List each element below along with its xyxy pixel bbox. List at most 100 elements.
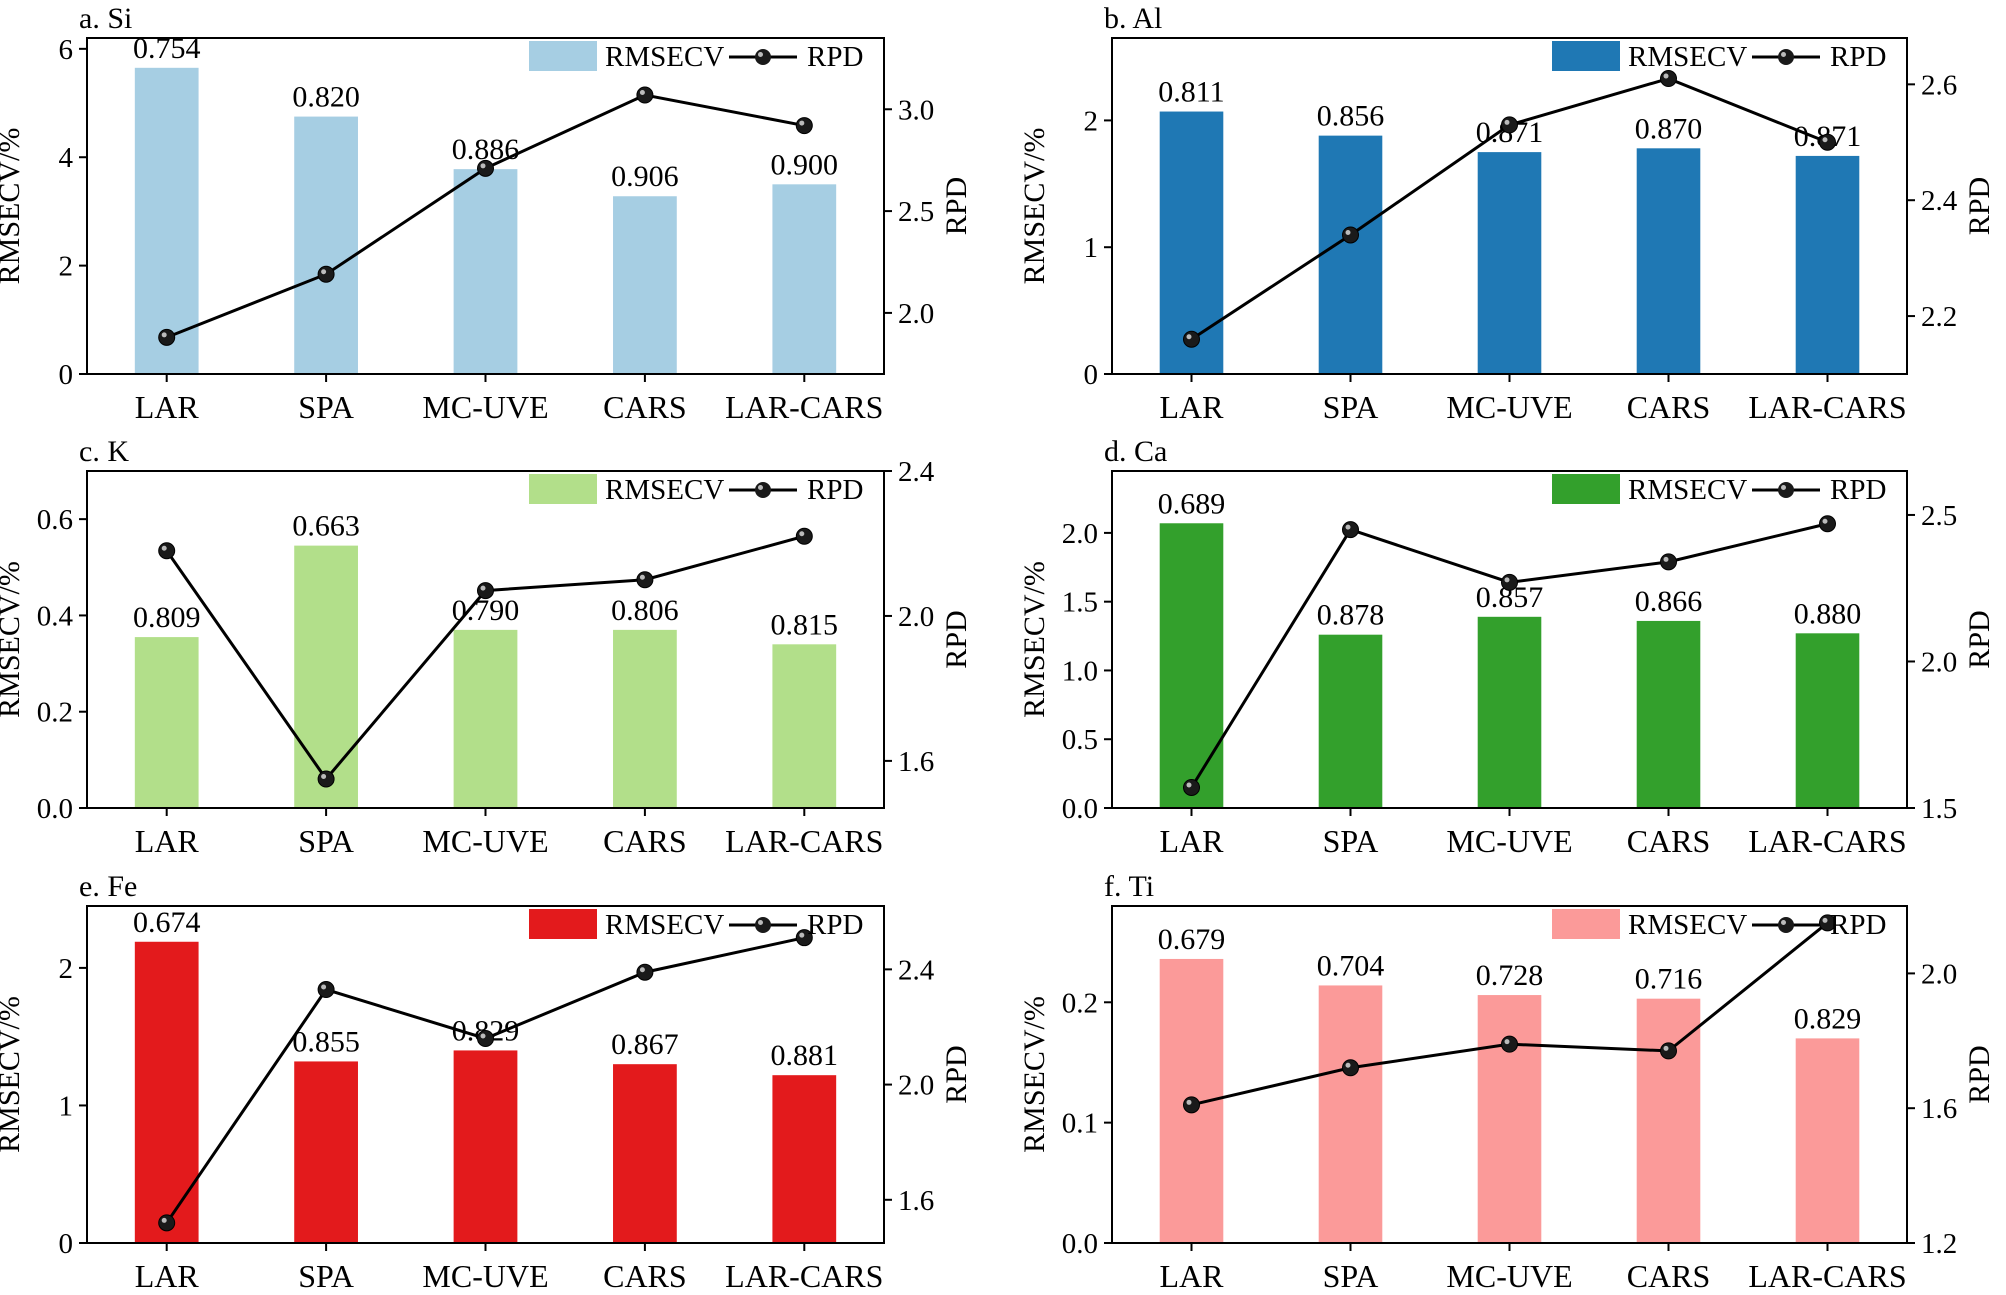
legend-rpd-label: RPD: [1830, 474, 1886, 506]
legend-bar-swatch: [1552, 909, 1620, 939]
bar-lar-cars: [772, 1075, 837, 1243]
x-tick-label: CARS: [603, 389, 687, 425]
left-axis-title: RMSECV/%: [1018, 996, 1051, 1153]
legend: RMSECV RPD: [1552, 474, 1886, 506]
rpd-point-highlight: [1186, 334, 1192, 340]
x-tick-label: SPA: [298, 389, 354, 425]
x-tick-label: MC-UVE: [1446, 1258, 1572, 1294]
legend-rmsecv-label: RMSECV: [605, 474, 724, 506]
x-tick-label: MC-UVE: [422, 389, 548, 425]
rpd-point-highlight: [480, 1033, 486, 1039]
left-tick-label: 1: [1084, 232, 1099, 264]
bar-mc-uve: [1477, 152, 1542, 374]
right-axis-title: RPD: [940, 177, 973, 235]
legend-rmsecv-label: RMSECV: [605, 909, 724, 941]
x-tick-label: CARS: [1627, 823, 1711, 859]
legend-bar-swatch: [529, 474, 597, 504]
rpd-point-highlight: [639, 90, 645, 96]
bar-lar-cars: [772, 644, 837, 808]
left-tick-label: 0.2: [37, 697, 73, 729]
bar-value-label: 0.881: [771, 1039, 839, 1072]
legend-line-marker-highlight: [1781, 485, 1786, 490]
left-tick-label: 0.0: [37, 793, 73, 825]
right-tick-label: 2.2: [1921, 301, 1957, 333]
rpd-point: [795, 117, 813, 135]
legend: RMSECV RPD: [529, 909, 863, 941]
rpd-point-highlight: [1822, 518, 1828, 524]
bar-lar-cars: [772, 184, 837, 374]
rpd-point-highlight: [321, 269, 327, 275]
chart-panel-2: 0.8110.8560.8710.8700.8710122.22.42.6LAR…: [1018, 2, 1996, 425]
rpd-point-highlight: [321, 774, 327, 780]
rpd-point: [317, 770, 335, 788]
bar-value-label: 0.867: [611, 1028, 679, 1061]
bar-value-label: 0.704: [1317, 949, 1385, 982]
chart-panel-3: 0.809 0.663 0.790 0.806 0.815 0.0 0.2 0.4 0.6 1.6…: [0, 435, 973, 859]
legend: RMSECV RPD: [1552, 909, 1886, 941]
x-tick-label: MC-UVE: [1446, 389, 1572, 425]
left-tick-label: 0.4: [37, 600, 74, 632]
x-tick-label: SPA: [1323, 389, 1379, 425]
rpd-point: [1660, 553, 1677, 571]
left-tick-label: 2: [1084, 105, 1099, 137]
rpd-point-highlight: [161, 1217, 167, 1223]
bar-cars: [1636, 620, 1701, 808]
bar-value-label: 0.878: [1317, 599, 1385, 632]
legend: RMSECV RPD: [529, 41, 863, 73]
x-tick-label: MC-UVE: [422, 823, 548, 859]
x-tick-label: LAR: [1160, 389, 1225, 425]
left-tick-label: 0.1: [1062, 1108, 1098, 1140]
rpd-point: [1501, 116, 1518, 134]
legend-line-marker: [1778, 482, 1794, 498]
rpd-point: [1342, 1059, 1359, 1077]
rpd-point-highlight: [639, 967, 645, 973]
rpd-point-highlight: [1186, 782, 1192, 788]
left-axis-title: RMSECV/%: [0, 128, 26, 285]
bar-cars: [1636, 148, 1701, 374]
x-tick-label: LAR-CARS: [1748, 389, 1906, 425]
legend-rmsecv-label: RMSECV: [1628, 909, 1747, 941]
bar-value-label: 0.809: [133, 601, 201, 634]
right-axis-title: RPD: [940, 610, 973, 668]
rpd-point: [1342, 521, 1359, 539]
panel-title: f. Ti: [1104, 870, 1154, 903]
legend-rpd-label: RPD: [807, 41, 863, 73]
bar-spa: [294, 545, 358, 808]
left-tick-label: 4: [59, 142, 74, 174]
rpd-point: [317, 265, 335, 283]
left-tick-label: 1: [59, 1090, 74, 1122]
bar-cars: [613, 629, 677, 808]
bar-value-label: 0.790: [452, 594, 520, 627]
rpd-point: [1183, 330, 1200, 348]
legend: RMSECV RPD: [529, 474, 863, 506]
legend-line-marker-highlight: [758, 485, 763, 490]
rpd-point: [795, 527, 813, 545]
bar-lar: [1159, 111, 1224, 375]
right-tick-label: 1.6: [898, 1185, 934, 1217]
rpd-point-highlight: [1663, 556, 1669, 562]
left-tick-label: 2: [59, 251, 74, 283]
bar-mc-uve: [453, 1050, 518, 1243]
x-tick-label: LAR-CARS: [725, 1258, 883, 1294]
bar-spa: [294, 1061, 358, 1243]
bar-value-label: 0.855: [292, 1025, 360, 1058]
left-tick-label: 1.0: [1062, 655, 1098, 687]
bar-lar: [1159, 523, 1224, 808]
right-tick-label: 2.0: [1921, 958, 1957, 990]
left-tick-label: 0.0: [1062, 1228, 1098, 1260]
panel-title: e. Fe: [79, 870, 137, 903]
rpd-point-highlight: [480, 163, 486, 169]
legend: RMSECV RPD: [1552, 41, 1886, 73]
x-tick-label: SPA: [298, 823, 354, 859]
legend-line-marker-highlight: [758, 920, 763, 925]
rpd-point-highlight: [799, 531, 805, 537]
rpd-point: [1501, 573, 1518, 591]
panel-title: d. Ca: [1104, 435, 1167, 468]
x-tick-label: CARS: [1627, 389, 1711, 425]
bar-value-label: 0.880: [1794, 597, 1862, 630]
bar-lar: [134, 941, 199, 1243]
bar-spa: [1318, 985, 1383, 1243]
rpd-point-highlight: [1345, 524, 1351, 530]
right-tick-label: 2.6: [1921, 69, 1957, 101]
